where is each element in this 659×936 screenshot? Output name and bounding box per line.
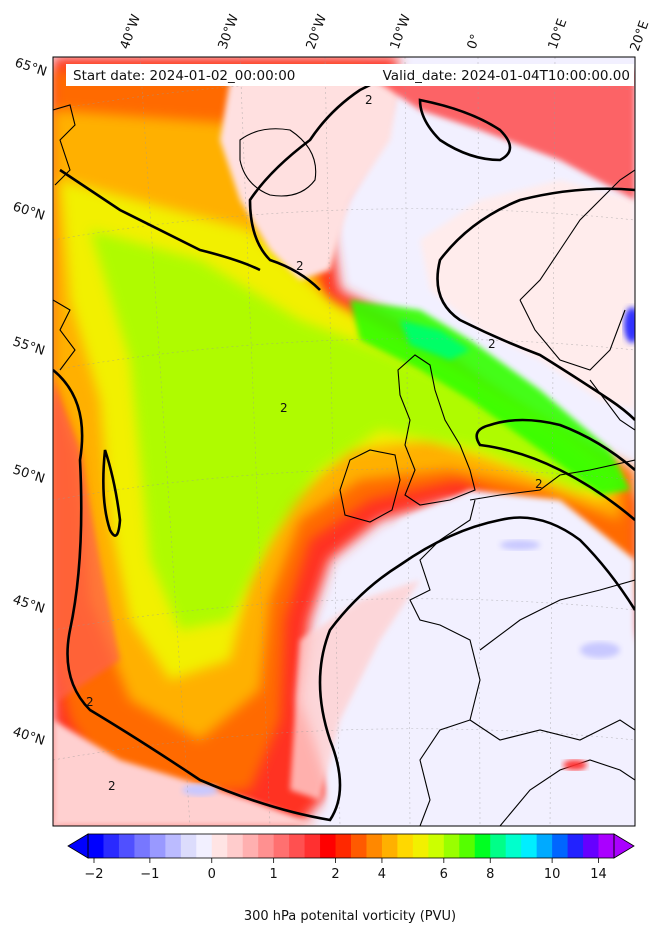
- colorbar-cell: [351, 834, 367, 858]
- colorbar-cell: [397, 834, 414, 858]
- colorbar-cell: [304, 834, 321, 858]
- colorbar-cell: [227, 834, 244, 858]
- contour-label: 2: [365, 93, 373, 107]
- colorbar-cell: [211, 834, 228, 858]
- pv-field: [53, 57, 635, 826]
- colorbar-cell: [335, 834, 352, 858]
- colorbar-high-extend: [613, 833, 635, 859]
- colorbar-cell: [474, 834, 491, 858]
- colorbar-tick-label: 1: [270, 867, 278, 882]
- lat-tick-label: 50°N: [11, 463, 47, 487]
- colorbar-cell: [567, 834, 584, 858]
- colorbar-tick-label: 14: [590, 867, 607, 882]
- colorbar-cell: [103, 834, 120, 858]
- lat-tick-label: 60°N: [11, 200, 47, 224]
- colorbar-cell: [490, 834, 507, 858]
- start-date-label: Start date: 2024-01-02_00:00:00: [73, 68, 295, 84]
- colorbar-cell: [258, 834, 275, 858]
- contour-label: 2: [86, 695, 94, 709]
- colorbar-cell: [88, 834, 104, 858]
- lon-tick-label: 20°E: [628, 19, 653, 54]
- date-header: Start date: 2024-01-02_00:00:00 Valid_da…: [66, 64, 634, 86]
- contour-label: 2: [108, 779, 116, 793]
- contour-label: 2: [296, 259, 304, 273]
- colorbar-cell: [366, 834, 383, 858]
- colorbar-cell: [196, 834, 213, 858]
- contour-label: 2: [535, 477, 543, 491]
- lon-tick-label: 20°W: [304, 12, 330, 51]
- colorbar-cell: [180, 834, 197, 858]
- colorbar-label: 300 hPa potenital vorticity (PVU): [244, 909, 456, 924]
- colorbar-low-extend: [67, 833, 89, 859]
- colorbar-cell: [320, 834, 337, 858]
- colorbar: −2 −1 0 1 2 4 6 8 10 14 300 hPa potenital vortici…: [67, 833, 635, 924]
- lon-tick-label: 0°: [465, 32, 484, 51]
- colorbar-cell: [536, 834, 553, 858]
- lon-tick-label: 30°W: [216, 12, 242, 51]
- contour-labels: 2 2 2 2 2 2 2: [86, 93, 543, 793]
- colorbar-cell: [134, 834, 151, 858]
- colorbar-cell: [505, 834, 522, 858]
- contour-label: 2: [488, 337, 496, 351]
- lat-tick-label: 45°N: [11, 593, 47, 617]
- colorbar-cell: [242, 834, 259, 858]
- lon-tick-label: 40°W: [118, 12, 144, 51]
- lat-tick-label: 65°N: [13, 56, 49, 80]
- latitude-ticks: 65°N 60°N 55°N 50°N 45°N 40°N: [11, 56, 49, 749]
- colorbar-cell: [273, 834, 290, 858]
- colorbar-cell: [165, 834, 182, 858]
- colorbar-cell: [598, 834, 615, 858]
- contour-label: 2: [280, 401, 288, 415]
- colorbar-cell: [459, 834, 476, 858]
- colorbar-tick-label: 10: [544, 867, 561, 882]
- lat-tick-label: 40°N: [11, 725, 47, 749]
- colorbar-tick-label: 6: [440, 867, 448, 882]
- lon-tick-label: 10°E: [546, 17, 571, 52]
- colorbar-cell: [289, 834, 306, 858]
- colorbar-cell: [583, 834, 600, 858]
- colorbar-tick-label: −2: [84, 867, 103, 882]
- colorbar-tick-label: 2: [331, 867, 339, 882]
- colorbar-cell: [443, 834, 460, 858]
- colorbar-cell: [428, 834, 445, 858]
- colorbar-tick-label: 4: [378, 867, 386, 882]
- colorbar-cell: [552, 834, 569, 858]
- longitude-ticks: 40°W 30°W 20°W 10°W 0° 10°E 20°E: [118, 12, 653, 53]
- colorbar-cell: [381, 834, 398, 858]
- colorbar-cell: [149, 834, 166, 858]
- colorbar-cell: [412, 834, 429, 858]
- colorbar-cell: [118, 834, 135, 858]
- colorbar-tick-label: 8: [486, 867, 494, 882]
- lat-tick-label: 55°N: [11, 335, 47, 359]
- colorbar-cell: [521, 834, 538, 858]
- colorbar-tick-label: −1: [140, 867, 159, 882]
- colorbar-tick-label: 0: [208, 867, 216, 882]
- lon-tick-label: 10°W: [388, 12, 414, 51]
- valid-date-label: Valid_date: 2024-01-04T10:00:00.00: [383, 68, 630, 84]
- map-frame: [52, 56, 636, 827]
